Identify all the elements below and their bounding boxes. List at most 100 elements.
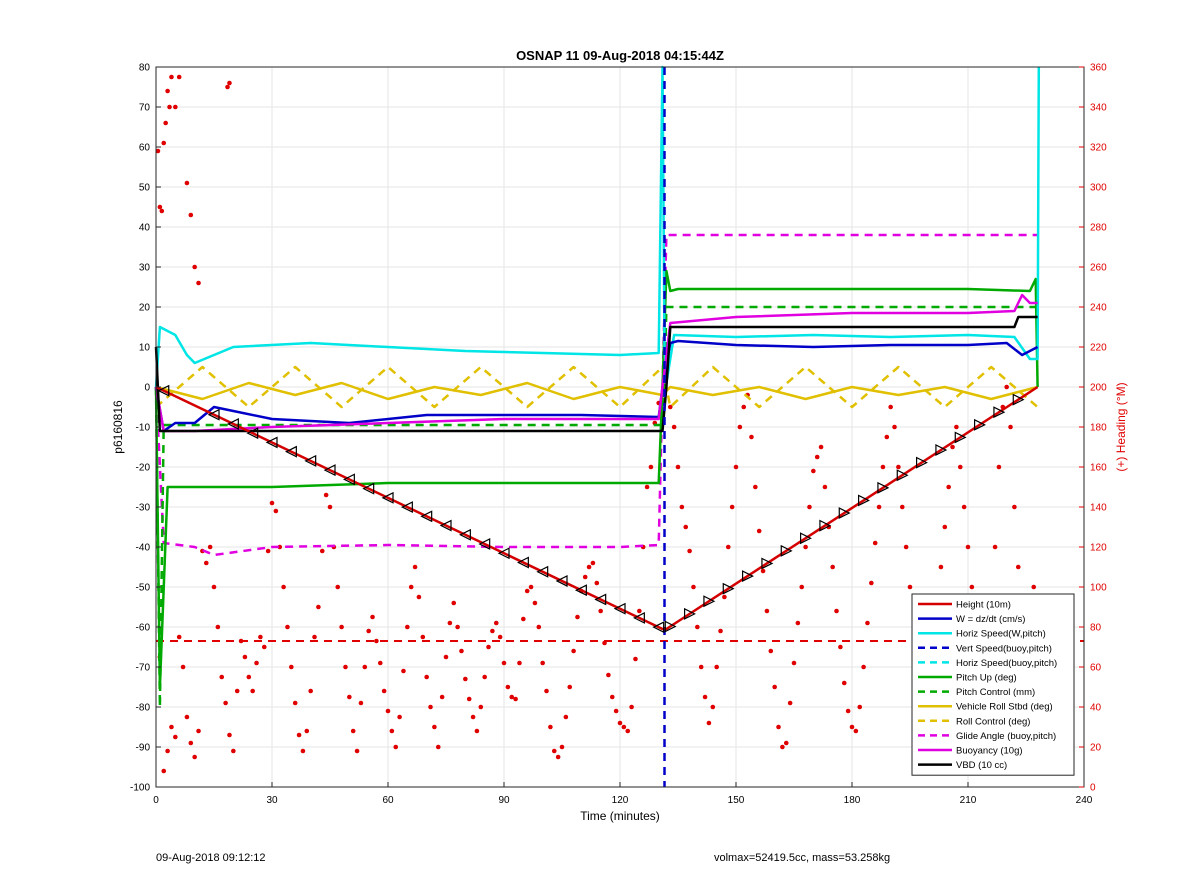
heading-point <box>729 504 735 510</box>
heading-point <box>954 424 959 430</box>
heading-point <box>667 404 673 410</box>
heading-point <box>648 464 654 470</box>
legend-label: Horiz Speed(W,pitch) <box>956 629 1046 640</box>
heading-point <box>756 528 762 534</box>
heading-point <box>165 748 170 754</box>
x-tick-label: 180 <box>844 795 861 806</box>
direction-marker <box>574 584 587 597</box>
heading-point <box>683 524 689 530</box>
heading-point <box>466 696 472 702</box>
heading-point <box>370 614 375 620</box>
heading-point <box>192 754 197 760</box>
heading-point <box>188 740 194 746</box>
series-line <box>154 315 1038 433</box>
heading-point <box>285 624 290 630</box>
heading-point <box>327 504 333 510</box>
y-right-tick-label: 220 <box>1090 343 1107 354</box>
heading-point <box>1031 584 1037 590</box>
y-tick-label: 20 <box>139 303 151 314</box>
heading-point <box>335 584 341 590</box>
heading-point <box>617 720 623 726</box>
heading-point <box>439 694 445 700</box>
heading-point <box>737 424 743 430</box>
series-line <box>154 233 1038 557</box>
y-tick-label: 70 <box>139 103 151 114</box>
direction-marker <box>780 544 793 557</box>
y-right-tick-label: 100 <box>1090 583 1107 594</box>
heading-point <box>234 688 240 694</box>
heading-point <box>861 664 866 670</box>
heading-point <box>497 634 503 640</box>
direction-marker <box>819 519 832 532</box>
heading-point <box>184 180 190 186</box>
heading-point <box>783 740 789 746</box>
y-tick-label: -30 <box>136 503 151 514</box>
y-tick-label: -100 <box>130 783 150 794</box>
heading-point <box>424 674 429 680</box>
heading-point <box>289 664 294 670</box>
heading-point <box>161 140 167 146</box>
heading-point <box>865 620 870 626</box>
heading-point <box>165 88 170 94</box>
direction-marker <box>516 556 529 569</box>
heading-point <box>517 660 522 666</box>
heading-point <box>501 660 507 666</box>
heading-point <box>231 748 236 754</box>
heading-point <box>598 608 603 614</box>
heading-point <box>203 560 209 566</box>
series-line <box>155 365 1039 409</box>
heading-point <box>969 584 975 590</box>
direction-marker <box>896 469 909 482</box>
direction-marker <box>381 491 394 504</box>
heading-point <box>741 404 747 410</box>
heading-point <box>447 620 453 626</box>
y-right-tick-label: 80 <box>1090 623 1102 634</box>
heading-point <box>841 680 847 686</box>
heading-point <box>942 524 948 530</box>
heading-point <box>246 674 252 680</box>
y-tick-label: 40 <box>139 223 151 234</box>
heading-point <box>938 564 944 570</box>
heading-point <box>173 734 178 740</box>
heading-point <box>1004 384 1009 390</box>
heading-point <box>749 434 754 440</box>
heading-point <box>780 744 785 750</box>
heading-point <box>304 728 310 734</box>
heading-point <box>671 424 677 430</box>
heading-point <box>613 708 619 714</box>
heading-point <box>567 684 573 690</box>
y-right-tick-label: 300 <box>1090 183 1107 194</box>
heading-point <box>907 584 913 590</box>
y-right-tick-label: 280 <box>1090 223 1107 234</box>
y-right-tick-label: 240 <box>1090 303 1107 314</box>
heading-point <box>169 74 174 80</box>
heading-point <box>903 544 909 550</box>
heading-point <box>625 728 631 734</box>
y-tick-label: 80 <box>139 63 151 74</box>
legend-label: Pitch Control (mm) <box>956 687 1035 698</box>
heading-point <box>459 648 464 654</box>
series-line <box>154 65 1041 388</box>
heading-point <box>822 484 828 490</box>
legend: Height (10m) W = dz/dt (cm/s) Horiz Speed(… <box>911 593 1075 776</box>
heading-point <box>428 704 433 710</box>
direction-marker <box>323 464 336 477</box>
heading-point <box>811 468 816 474</box>
heading-point <box>513 696 518 702</box>
heading-point <box>621 724 627 730</box>
direction-marker <box>265 436 278 449</box>
direction-marker <box>594 593 607 606</box>
x-tick-label: 30 <box>266 795 278 806</box>
heading-point <box>435 744 441 750</box>
heading-point <box>845 708 851 714</box>
y-right-tick-label: 140 <box>1090 503 1107 514</box>
heading-point <box>992 544 998 550</box>
heading-point <box>818 444 824 450</box>
heading-point <box>486 644 491 650</box>
heading-point <box>706 720 712 726</box>
y-tick-label: -90 <box>136 743 151 754</box>
x-tick-label: 240 <box>1076 795 1093 806</box>
heading-point <box>339 624 344 630</box>
heading-point <box>872 540 878 546</box>
heading-point <box>157 204 163 210</box>
